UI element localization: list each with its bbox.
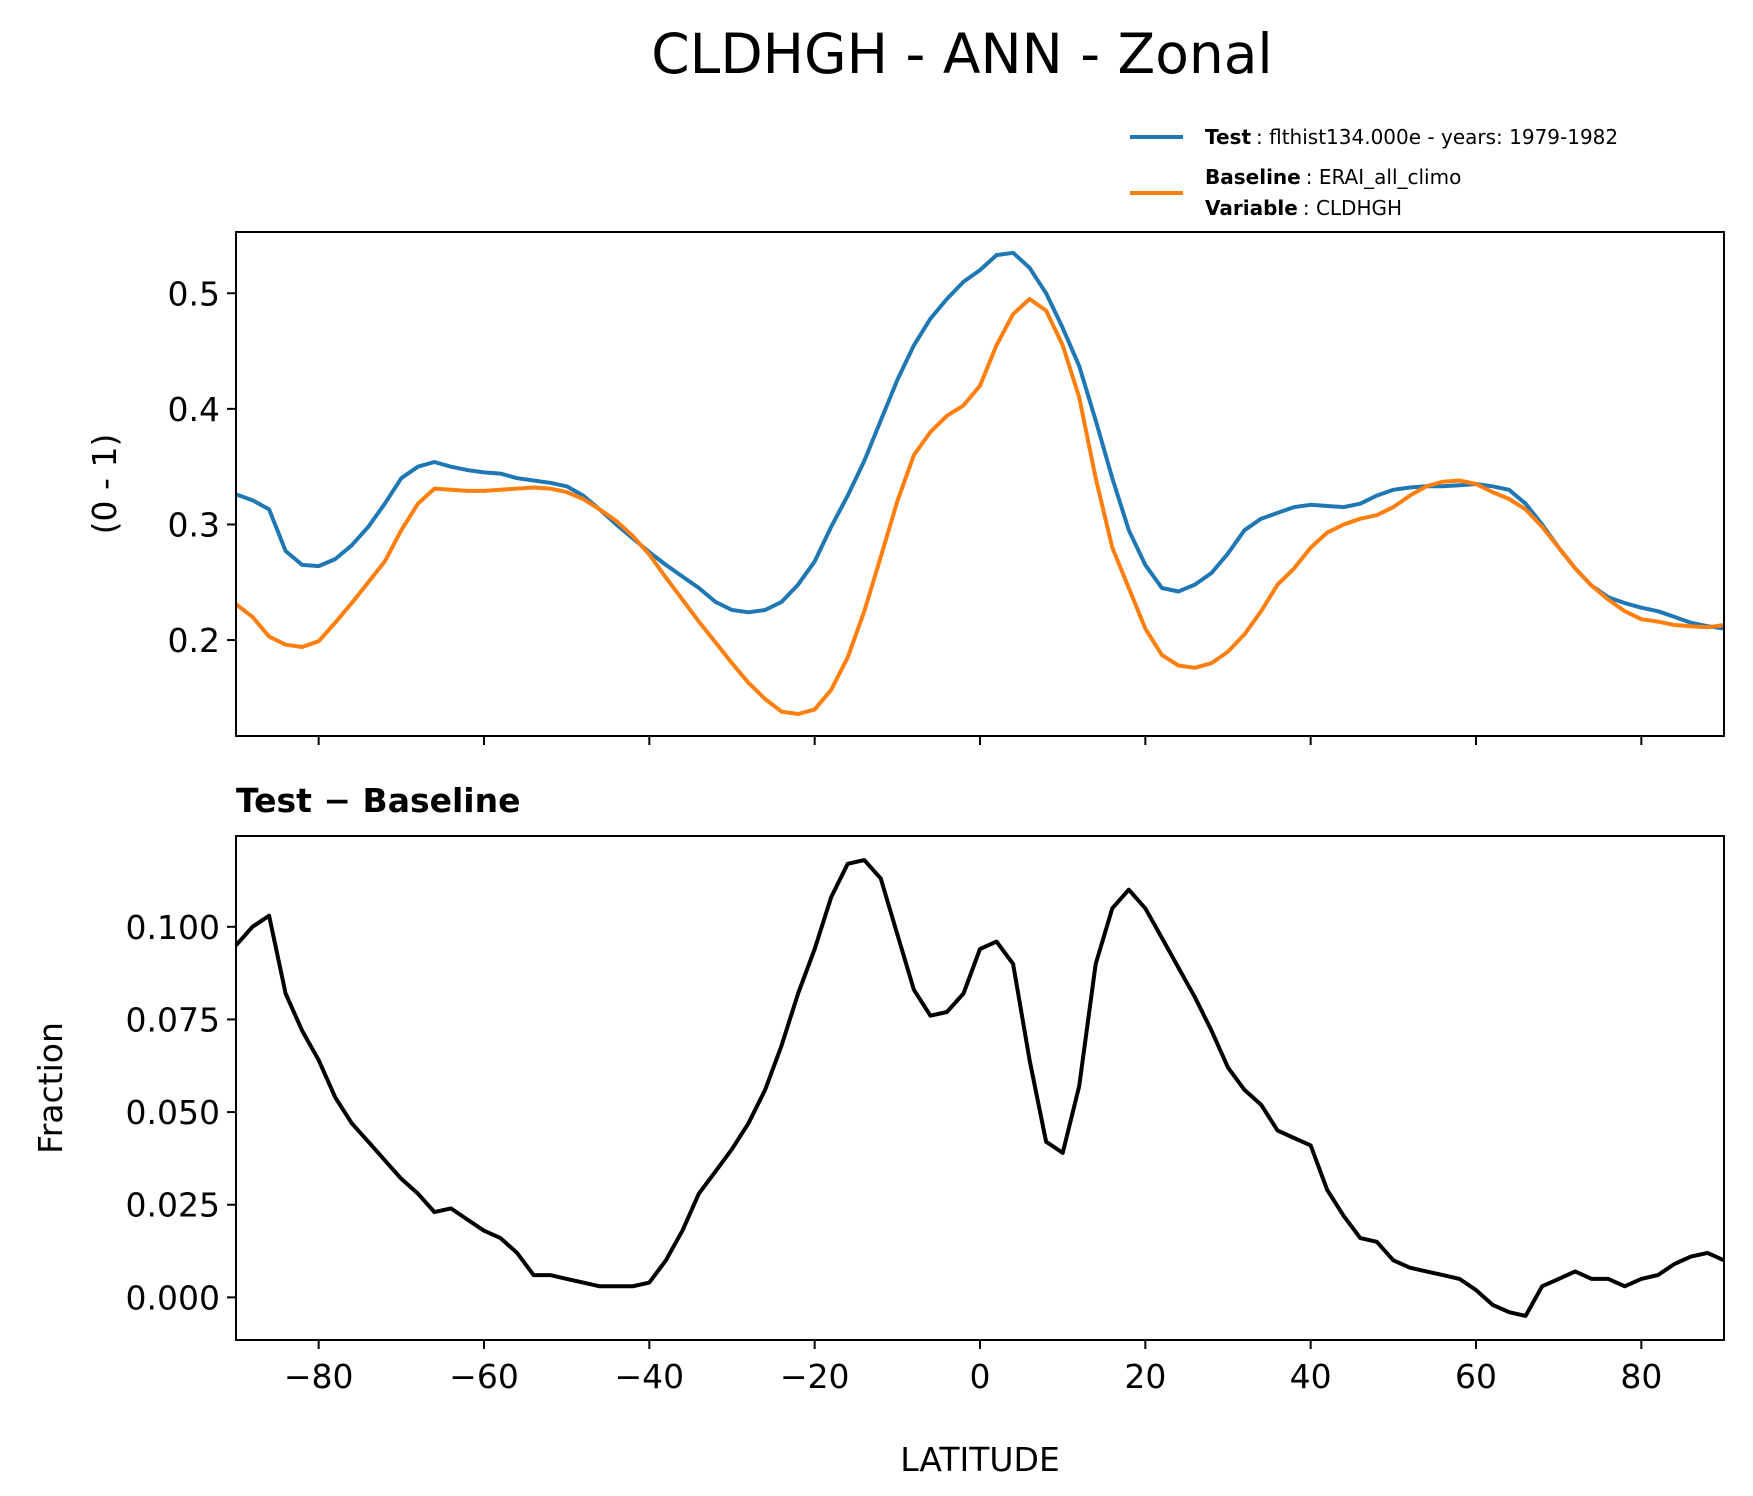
legend: Test: flthist134.000e - years: 1979-1982… [1130,125,1618,220]
bottom-x-ticks: −80 −60 −40 −20 0 20 40 60 80 [284,1340,1662,1396]
bottom-y-tick-label: 0.075 [126,1000,220,1039]
bottom-x-tick-label: 80 [1620,1357,1662,1396]
top-y-ticks: 0.2 0.3 0.4 0.5 [168,274,236,660]
top-series-line-baseline [234,297,1725,716]
bottom-y-tick-label: 0.100 [126,908,220,947]
legend-baseline-value: : ERAI_all_climo [1306,165,1462,189]
bottom-panel: Test − Baseline 0.000 0.025 0.050 0.075 0.10… [31,781,1725,1479]
bottom-y-ticks: 0.000 0.025 0.050 0.075 0.100 [126,908,236,1317]
legend-test-text: Test: flthist134.000e - years: 1979-1982 [1205,125,1618,149]
legend-variable-key: Variable [1205,196,1298,220]
figure-title: CLDHGH - ANN - Zonal [651,22,1272,86]
legend-variable-text: Variable: CLDHGH [1205,196,1402,220]
bottom-axes-frame [235,835,1725,1341]
legend-variable-value: : CLDHGH [1303,196,1402,220]
legend-baseline-text: Baseline: ERAI_all_climo [1205,165,1461,189]
top-series-group [234,250,1725,716]
top-y-tick-label: 0.3 [168,505,220,544]
top-y-tick-label: 0.2 [168,621,220,660]
bottom-x-tick-label: −60 [449,1357,519,1396]
bottom-series-line-diff [234,858,1725,1318]
bottom-x-tick-label: −20 [780,1357,850,1396]
top-axes-frame [235,231,1725,737]
top-y-tick-label: 0.4 [168,390,220,429]
bottom-x-tick-label: 40 [1290,1357,1332,1396]
top-panel: 0.2 0.3 0.4 0.5 (0 - 1) [85,231,1725,745]
bottom-x-tick-label: −80 [284,1357,354,1396]
bottom-y-tick-label: 0.000 [126,1278,220,1317]
bottom-x-tick-label: 60 [1455,1357,1497,1396]
legend-baseline-key: Baseline [1205,165,1301,189]
bottom-y-axis-label: Fraction [31,1022,70,1154]
bottom-x-axis-label: LATITUDE [900,1440,1060,1479]
top-y-axis-label: (0 - 1) [85,434,124,535]
legend-test-key: Test [1205,125,1251,149]
top-x-ticks [317,736,1643,745]
bottom-x-tick-label: 0 [970,1357,991,1396]
bottom-x-tick-label: 20 [1124,1357,1166,1396]
bottom-panel-title: Test − Baseline [236,781,521,820]
bottom-y-tick-label: 0.025 [126,1186,220,1225]
legend-test-value: : flthist134.000e - years: 1979-1982 [1256,125,1618,149]
bottom-series-group [234,858,1725,1318]
bottom-x-tick-label: −40 [615,1357,685,1396]
bottom-y-tick-label: 0.050 [126,1093,220,1132]
top-y-tick-label: 0.5 [168,274,220,313]
